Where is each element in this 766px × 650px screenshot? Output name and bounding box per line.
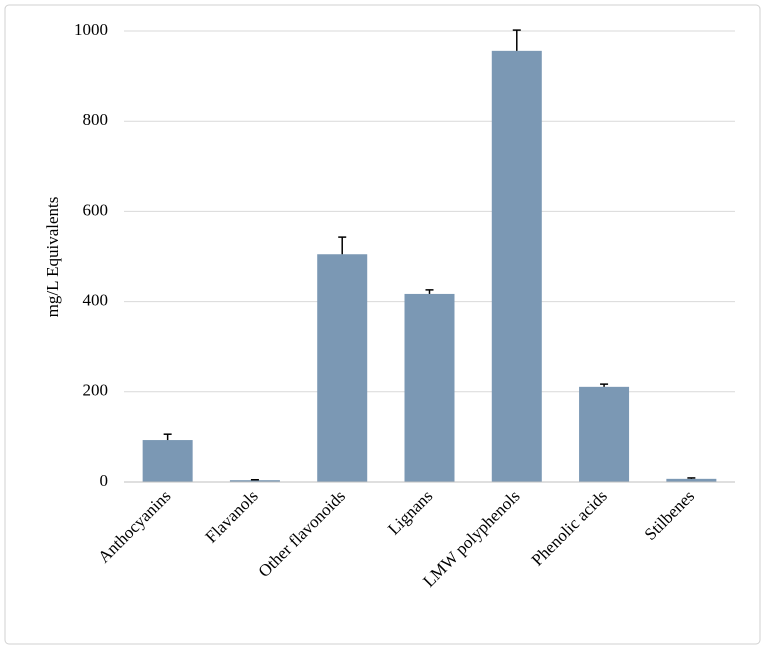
bar (666, 478, 717, 482)
bar (491, 50, 542, 483)
y-tick-label: 400 (83, 291, 109, 310)
bar (229, 480, 280, 482)
error-bar (425, 289, 434, 294)
y-axis-label: mg/L Equivalents (43, 197, 62, 318)
y-tick-label: 800 (83, 110, 109, 129)
bar (579, 386, 630, 482)
error-bar (512, 29, 521, 51)
bar (317, 254, 368, 482)
error-bar (338, 236, 347, 255)
y-tick-label: 0 (100, 471, 109, 490)
bar (142, 440, 193, 482)
error-bar (687, 477, 696, 479)
y-tick-label: 200 (83, 381, 109, 400)
error-bar (600, 383, 609, 387)
bar (404, 293, 455, 482)
y-tick-label: 600 (83, 200, 109, 219)
error-bar (163, 433, 172, 441)
y-tick-label: 1000 (74, 20, 108, 39)
frame (4, 4, 761, 645)
